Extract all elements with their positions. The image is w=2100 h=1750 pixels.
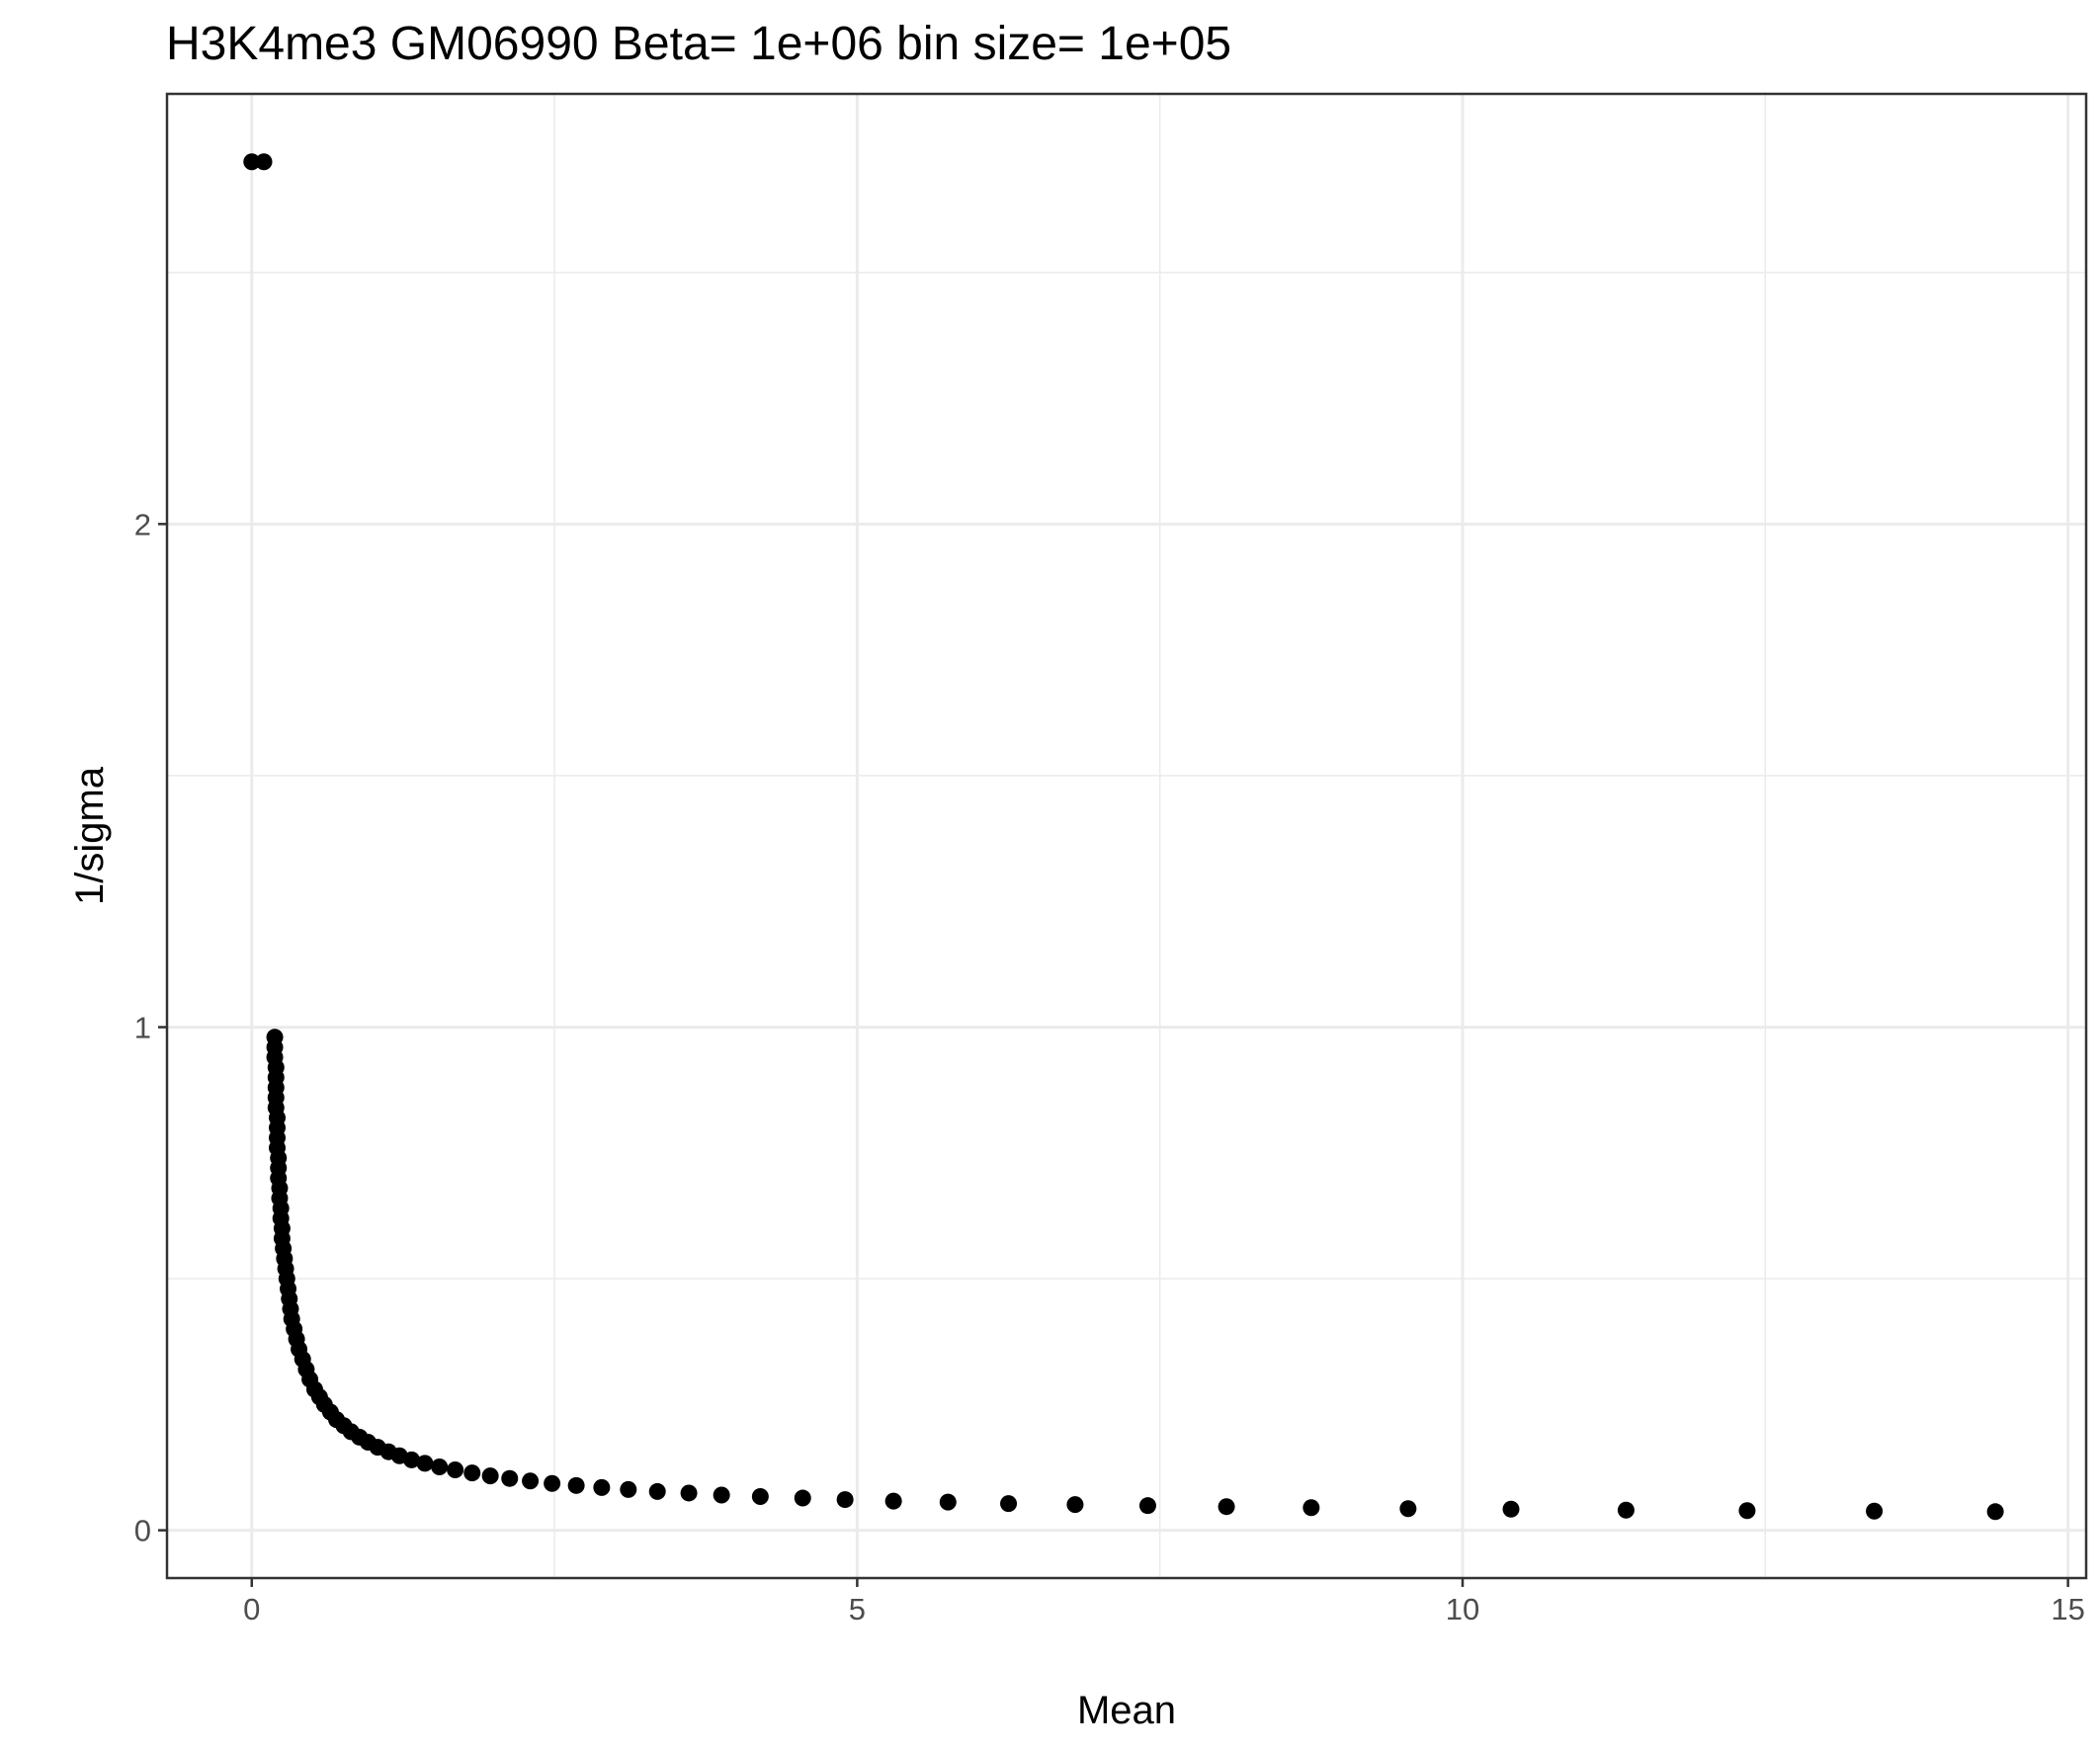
data-point xyxy=(544,1474,561,1492)
x-tick-label: 0 xyxy=(243,1592,260,1626)
data-point xyxy=(501,1469,519,1487)
data-point xyxy=(1986,1503,2004,1521)
data-point xyxy=(648,1482,666,1500)
data-point xyxy=(522,1472,540,1490)
data-point xyxy=(447,1461,464,1479)
chart-title: H3K4me3 GM06990 Beta= 1e+06 bin size= 1e… xyxy=(166,18,1231,70)
data-point xyxy=(836,1491,854,1509)
data-point xyxy=(1738,1502,1756,1520)
y-tick-label: 0 xyxy=(134,1514,151,1548)
data-point xyxy=(481,1467,499,1485)
data-point xyxy=(593,1478,611,1496)
data-point xyxy=(1218,1498,1235,1516)
x-tick-label: 10 xyxy=(1446,1592,1479,1626)
data-point xyxy=(1138,1497,1156,1515)
data-point xyxy=(713,1486,730,1504)
data-point xyxy=(1502,1500,1520,1518)
data-point xyxy=(620,1480,637,1498)
x-axis-title: Mean xyxy=(1077,1689,1176,1732)
data-point xyxy=(431,1458,449,1475)
x-tick-label: 15 xyxy=(2051,1592,2084,1626)
data-point xyxy=(1399,1500,1417,1518)
x-tick-label: 5 xyxy=(849,1592,866,1626)
axis-ticks: 0 5 10 15 0 1 2 xyxy=(134,507,2085,1626)
data-point xyxy=(1617,1501,1635,1519)
data-point xyxy=(680,1484,698,1502)
y-tick-label: 2 xyxy=(134,507,151,542)
data-point xyxy=(402,1451,420,1468)
grid-lines xyxy=(167,94,2086,1578)
data-point xyxy=(243,153,261,171)
data-points xyxy=(243,153,2004,1521)
y-tick-label: 1 xyxy=(134,1010,151,1044)
data-point xyxy=(1066,1496,1084,1514)
data-point xyxy=(255,153,273,171)
data-point xyxy=(1866,1502,1884,1520)
y-axis-title: 1/sigma xyxy=(68,766,112,905)
data-point xyxy=(463,1464,481,1482)
data-point xyxy=(416,1455,434,1472)
data-point xyxy=(1000,1495,1018,1513)
data-point xyxy=(884,1492,902,1510)
data-point xyxy=(567,1476,585,1494)
data-point xyxy=(794,1489,811,1507)
data-point xyxy=(1302,1499,1320,1517)
data-point xyxy=(939,1493,957,1511)
data-point xyxy=(751,1488,769,1506)
plot-panel-border xyxy=(165,92,2088,1580)
